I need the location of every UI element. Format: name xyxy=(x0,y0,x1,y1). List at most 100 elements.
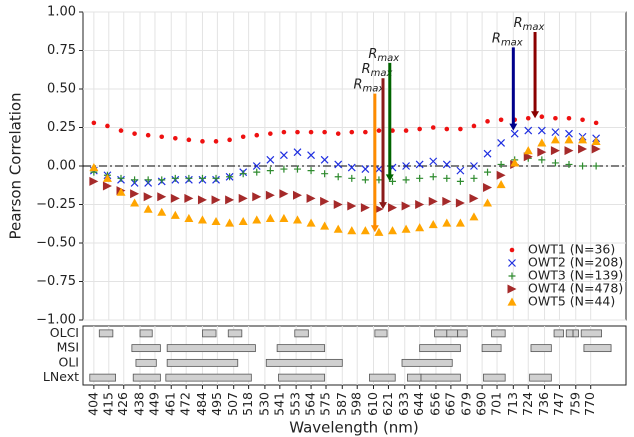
point xyxy=(105,123,110,129)
point xyxy=(143,204,153,213)
point xyxy=(184,213,194,222)
point xyxy=(306,218,316,227)
legend-label: OWT2 (N=208) xyxy=(528,255,623,270)
point xyxy=(197,195,207,205)
x-tick-label: 449 xyxy=(146,392,161,416)
point xyxy=(415,223,425,232)
point xyxy=(550,135,560,144)
annotation-label: Rmax xyxy=(362,62,393,80)
point xyxy=(130,189,140,199)
point xyxy=(591,144,601,154)
series xyxy=(89,144,601,214)
point xyxy=(578,135,588,144)
sensor-band xyxy=(420,373,461,382)
x-tick-label: 587 xyxy=(334,392,349,416)
point xyxy=(592,162,600,170)
sensor-label: OLCI xyxy=(50,325,79,340)
sensor-band xyxy=(553,329,564,338)
point xyxy=(159,134,165,140)
point xyxy=(360,203,370,213)
point xyxy=(579,162,587,170)
point xyxy=(321,170,329,178)
point xyxy=(375,165,383,174)
legend-label: OWT1 (N=36) xyxy=(528,242,615,257)
point xyxy=(295,129,300,135)
point xyxy=(308,129,314,135)
sensor-band xyxy=(457,329,468,338)
point xyxy=(565,129,573,138)
annotation-label-main: R xyxy=(514,16,523,31)
arrow-head xyxy=(385,174,394,182)
point xyxy=(539,114,545,120)
point xyxy=(347,201,357,211)
point xyxy=(266,155,275,164)
point xyxy=(157,207,167,216)
point xyxy=(402,162,411,170)
point xyxy=(226,173,234,181)
point xyxy=(537,126,546,135)
point xyxy=(320,155,329,164)
point xyxy=(498,117,504,123)
point xyxy=(211,195,221,205)
annotation-label-sub: max xyxy=(377,53,399,64)
sensor-band xyxy=(419,344,461,353)
point xyxy=(523,146,533,155)
point xyxy=(470,162,478,170)
annotation-label-main: R xyxy=(353,77,362,92)
sensor-band xyxy=(530,344,552,353)
sensor-band xyxy=(491,329,506,338)
x-tick-label: 484 xyxy=(194,392,209,416)
point xyxy=(496,170,506,180)
y-tick-label: 0.00 xyxy=(47,159,76,174)
grid-layer xyxy=(83,11,626,385)
point xyxy=(360,226,370,235)
sensor-band xyxy=(278,373,326,382)
point xyxy=(212,174,220,182)
point xyxy=(471,123,477,129)
y-axis-label: Pearson Correlation xyxy=(7,92,25,239)
x-tick-label: 747 xyxy=(551,392,566,416)
point xyxy=(292,215,302,224)
point xyxy=(401,224,411,233)
point xyxy=(538,156,546,164)
legend: OWT1 (N=36)OWT2 (N=208)OWT3 (N=139)OWT4 … xyxy=(507,242,623,309)
point xyxy=(238,193,248,203)
x-tick-label: 621 xyxy=(380,392,395,416)
point xyxy=(307,151,315,160)
point xyxy=(91,120,97,126)
point xyxy=(551,159,559,167)
sensor-band xyxy=(294,329,309,338)
point xyxy=(361,176,369,184)
x-tick-label: 426 xyxy=(115,392,130,416)
point xyxy=(89,163,99,172)
point xyxy=(525,115,531,121)
sensor-band xyxy=(135,358,157,367)
sensor-band xyxy=(227,329,243,338)
legend-marker xyxy=(507,284,517,294)
point xyxy=(496,179,506,189)
point xyxy=(363,129,368,135)
x-tick-label: 713 xyxy=(505,392,520,416)
point xyxy=(347,226,357,235)
point xyxy=(158,176,166,184)
annotation-label: Rmax xyxy=(368,46,399,64)
sensor-band xyxy=(265,358,343,367)
point xyxy=(102,173,112,182)
point xyxy=(388,226,398,235)
point xyxy=(130,198,140,207)
x-tick-label: 415 xyxy=(100,392,115,416)
point xyxy=(227,137,232,143)
point xyxy=(591,136,601,145)
point xyxy=(170,193,180,203)
point xyxy=(117,174,125,182)
point xyxy=(537,138,547,147)
legend-label: OWT4 (N=478) xyxy=(528,281,623,296)
point xyxy=(279,213,289,222)
sensor-band xyxy=(481,344,502,353)
x-tick-label: 770 xyxy=(582,392,597,416)
point xyxy=(402,176,410,184)
sensor-band xyxy=(369,373,396,382)
x-axis-label: Wavelength (nm) xyxy=(289,419,419,437)
sensor-band xyxy=(565,329,574,338)
point xyxy=(415,200,425,209)
